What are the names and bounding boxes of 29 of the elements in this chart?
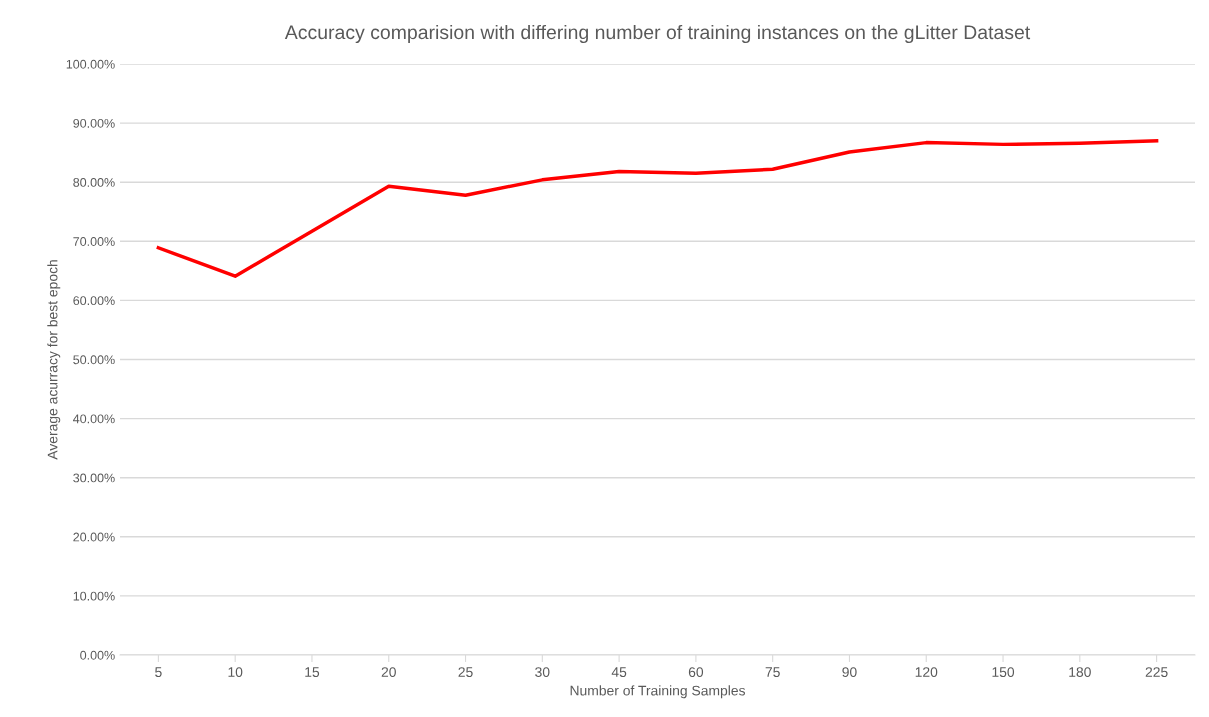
x-tick-label: 120: [915, 667, 938, 678]
x-tick-label: 10: [228, 667, 243, 678]
y-axis-title: Average acurracy for best epoch: [47, 260, 61, 460]
x-tick-label: 20: [381, 667, 396, 678]
x-tick-label: 90: [842, 667, 857, 678]
y-tick-label: 20.00%: [73, 532, 115, 542]
line-series: [156, 139, 1159, 278]
x-tick-label: 60: [688, 667, 704, 678]
y-tick-label: 100.00%: [66, 59, 115, 69]
x-tick-label: 225: [1145, 667, 1168, 678]
y-tick-label: 80.00%: [73, 178, 115, 187]
y-tick-label: 30.00%: [73, 473, 115, 483]
y-tick-label: 50.00%: [73, 355, 115, 365]
y-tick-label: 10.00%: [73, 591, 115, 601]
chart-title: Accuracy comparision with differing number of training instances on the gLitter Dataset: [284, 24, 1031, 44]
y-tick-label: 60.00%: [73, 296, 115, 306]
y-tick-label: 70.00%: [73, 237, 115, 246]
x-tick-label: 45: [611, 667, 627, 678]
x-tick-label: 30: [535, 667, 550, 678]
x-tick-label: 180: [1069, 667, 1091, 678]
x-tick-label: 25: [458, 667, 473, 678]
x-tick-label: 150: [992, 667, 1015, 678]
y-tick-label: 0.00%: [80, 650, 115, 660]
x-axis-title: Number of Training Samples: [570, 685, 746, 699]
y-tick-label: 90.00%: [73, 118, 115, 128]
x-tick-label: 15: [305, 667, 320, 678]
x-tick-label: 5: [155, 667, 162, 678]
x-tick-label: 75: [765, 667, 780, 678]
y-tick-label: 40.00%: [73, 414, 115, 424]
